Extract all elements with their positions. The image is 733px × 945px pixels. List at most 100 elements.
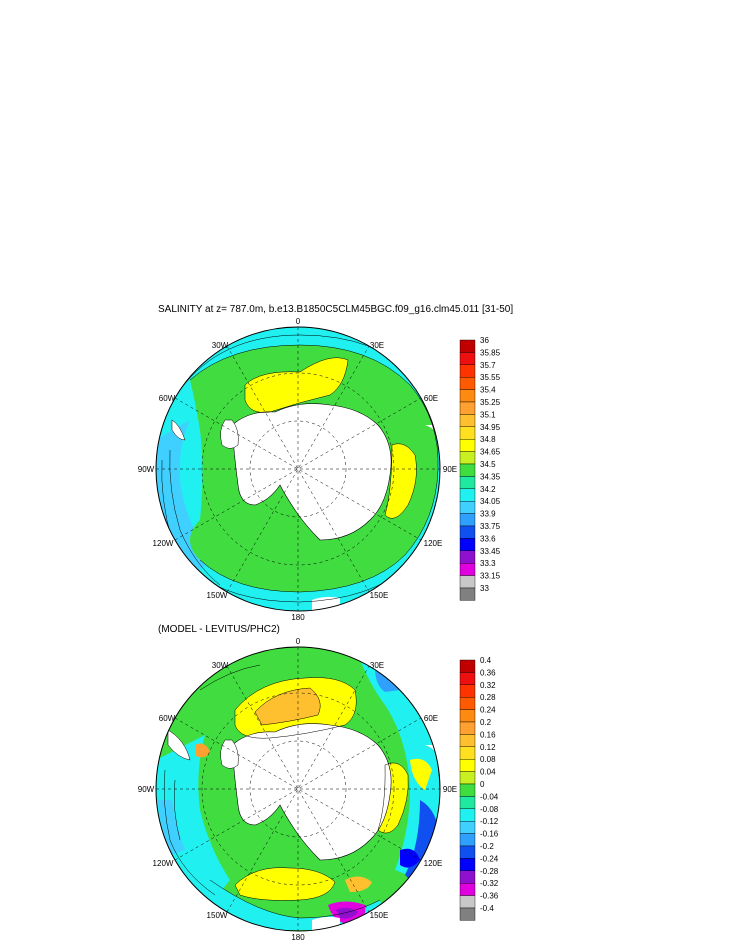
panel2-west-blue [158,800,185,855]
panel1-colorbar-box [459,463,476,477]
panel2-colorbar-box [459,684,476,698]
panel2-colorbar-label: -0.4 [480,904,494,913]
panel2-colorbar-box [459,672,476,685]
panel2-east-deepblue [400,848,420,868]
panel1-colorbar-label: 34.2 [480,485,496,494]
panel1-lon-30w: 30W [212,341,229,350]
panel2-colorbar-label: 0.2 [480,718,492,727]
panel2-colorbar-box [459,858,476,871]
panel2-lon-0: 0 [296,637,301,646]
panel1-colorbar-label: 33.3 [480,559,496,568]
panel1-lon-120e: 120E [424,539,443,548]
panel1-colorbar-label: 34.05 [480,497,501,506]
panel1-colorbar-box [459,525,476,539]
panel1-lon-150e: 150E [370,591,389,600]
panel1-colorbar-label: 33.15 [480,572,501,581]
panel2-lon-60e: 60E [424,714,438,723]
panel2-colorbar-label: 0.04 [480,768,496,777]
panel1-colorbar-box [459,389,476,403]
panel2-lon-150w: 150W [207,911,228,920]
panel1-colorbar-box [459,438,476,452]
panel2-map: 0 180 30W 30E 60W 60E 90W 90E 120W 120E … [138,637,457,942]
panel1-colorbar-box [459,488,476,502]
panel1-peninsula [220,419,239,449]
panel1-colorbar-box [459,575,476,589]
panel2-colorbar-label: -0.12 [480,817,499,826]
panel1-colorbar-box [459,352,476,365]
panel2-colorbar-label: 0.36 [480,668,496,677]
panel2-lon-60w: 60W [159,714,176,723]
panel2-colorbar-label: -0.08 [480,805,499,814]
panel1-colorbar-box [459,513,476,527]
panel1-colorbar-box [459,364,476,378]
panel1-yellow-east [385,443,417,519]
panel2-colorbar-label: -0.28 [480,867,499,876]
panel1-antarctica [231,403,392,541]
panel2-colorbar-box [459,734,476,748]
panel2-colorbar-label: 0.16 [480,730,496,739]
panel2-colorbar-box [459,833,476,847]
panel2-lon-180: 180 [291,933,305,942]
panel2-colorbar-label: 0.4 [480,656,492,665]
panel1-colorbar-label: 33.6 [480,534,496,543]
panel2-colorbar-label: 0.08 [480,755,496,764]
panel2-colorbar-box [459,870,476,884]
panel1-lon-150w: 150W [207,591,228,600]
panel2-colorbar-label: -0.2 [480,842,494,851]
panel2-yellow-east2 [410,758,432,790]
panel2-lon-30w: 30W [212,661,229,670]
panel2-colorbar-box [459,771,476,785]
panel1-lon-90w: 90W [138,465,155,474]
panel1-colorbar-label: 33 [480,584,489,593]
panel1-colorbar-box [459,451,476,465]
panel2-colorbar-box [459,845,476,859]
panel2-orange-west [195,743,210,758]
panel1-colorbar-label: 35.85 [480,348,501,357]
panel1-lon-120w: 120W [153,539,174,548]
panel1-lon-60e: 60E [424,394,438,403]
panel2-colorbar-label: -0.32 [480,879,499,888]
panel1-colorbar-box [459,401,476,415]
panel1-colorbar-label: 33.9 [480,510,496,519]
panel2-colorbar-box [459,758,476,772]
panel1-colorbar-box [459,587,476,601]
panel1-colorbar-label: 35.55 [480,373,501,382]
panel2-colorbar-label: 0.24 [480,706,496,715]
panel2-colorbar-box [459,907,476,921]
panel1-colorbar-label: 35.25 [480,398,501,407]
panel2-colorbar-box [459,697,476,710]
panel1-colorbar-box [459,339,476,353]
panel1-colorbar-box [459,426,476,440]
panel2-colorbar-box [459,783,476,797]
panel1-colorbar-label: 35.4 [480,386,496,395]
panel1-colorbar-label: 33.45 [480,547,501,556]
panel1-colorbar-label: 34.65 [480,448,501,457]
panel2-lon-30e: 30E [370,661,384,670]
panel2-colorbar-box [459,659,476,673]
panel1-colorbar-label: 34.35 [480,472,501,481]
panel1-lon-90e: 90E [443,465,457,474]
panel1-colorbar: 36 35.85 35.7 35.55 35.4 35.25 35.1 34.95 34.8 34… [459,336,501,601]
panel1-grid [156,327,440,611]
panel1-lon-60w: 60W [159,394,176,403]
panel2-colorbar-box [459,746,476,760]
panel2-lon-90e: 90E [443,785,457,794]
panel2-lon-120w: 120W [153,859,174,868]
panel1-colorbar-label: 34.5 [480,460,496,469]
panel1-colorbar-box [459,414,476,428]
panel2-lon-150e: 150E [370,911,389,920]
panel1-colorbar-label: 34.8 [480,435,496,444]
panel1-map: 0 180 30W 30E 60W 60E 90W 90E 120W 120E … [138,317,457,622]
panel2-colorbar: 0.4 0.36 0.32 0.28 0.24 0.2 0.16 0.12 0.08 0.04 0 -… [459,656,499,921]
panel2-colorbar-box [459,820,476,834]
panel2-colorbar-label: 0 [480,780,485,789]
panel2-colorbar-label: -0.04 [480,792,499,801]
panel2-lon-120e: 120E [424,859,443,868]
panel2-colorbar-label: 0.28 [480,693,496,702]
panel2-colorbar-label: -0.16 [480,830,499,839]
panel2-colorbar-box [459,796,476,809]
panel2-lon-90w: 90W [138,785,155,794]
panel1-title: SALINITY at z= 787.0m, b.e13.B1850C5CLM4… [158,304,514,315]
panel1-colorbar-label: 35.1 [480,410,496,419]
panel2-title: (MODEL - LEVITUS/PHC2) [158,624,280,635]
